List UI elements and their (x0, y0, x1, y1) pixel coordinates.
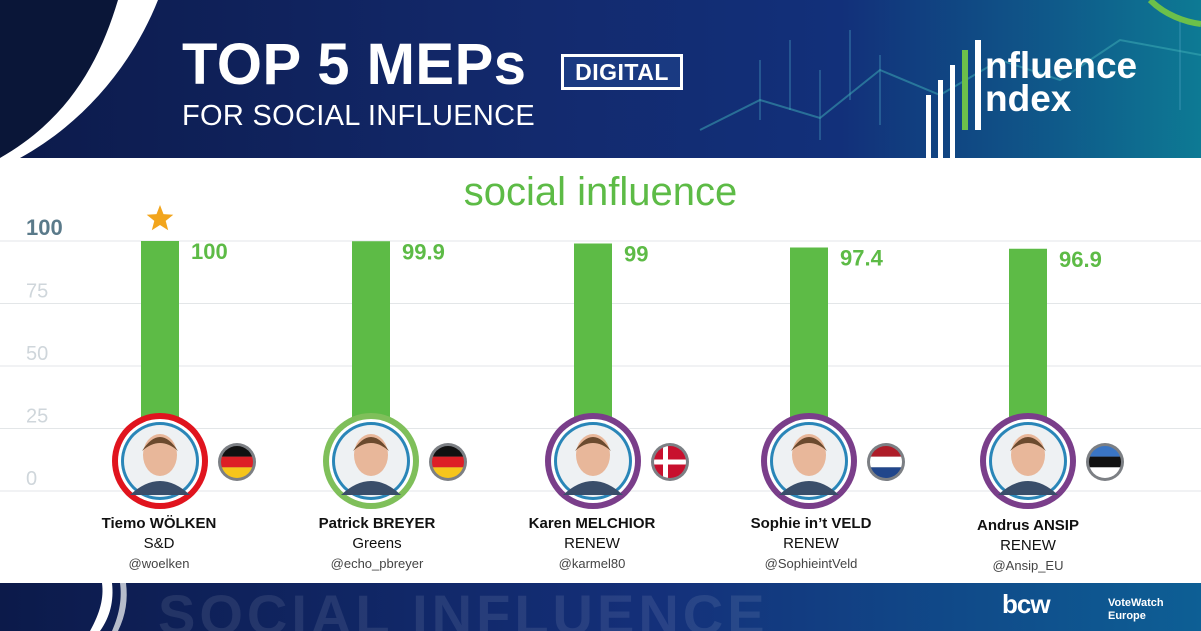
votewatch-logo: VoteWatch Europe (1108, 597, 1164, 623)
bar-chart: 0 25 50 75 100 100 99.9 99 97.4 96.9 (0, 205, 1201, 509)
avatar-hair (1010, 437, 1046, 451)
flag-stripe (870, 446, 902, 457)
header-title: TOP 5 MEPs (182, 32, 527, 97)
flag-body (221, 446, 253, 478)
avatar-shoulders (341, 481, 401, 495)
flag-cross (654, 459, 686, 465)
value-label: 96.9 (1059, 247, 1102, 272)
value-label: 97.4 (840, 246, 884, 271)
mep-card-5: Andrus ANSIP RENEW @Ansip_EU (933, 516, 1123, 576)
value-label: 99.9 (402, 239, 445, 264)
netherlands-flag-icon (867, 443, 905, 481)
flag-body (870, 446, 902, 478)
footer-banner: SOCIAL INFLUENCE bcw VoteWatch Europe (0, 583, 1201, 631)
avatar-shoulders (998, 481, 1058, 495)
mep-card-2: Patrick BREYER Greens @echo_pbreyer (282, 514, 472, 574)
flag-stripe (870, 456, 902, 468)
flag-body (432, 446, 464, 478)
mep-avatar (761, 413, 857, 509)
flag-stripe (1089, 467, 1121, 478)
bar (1009, 248, 1047, 440)
influence-index-logo-bars-icon (926, 40, 981, 158)
value-label: 99 (624, 242, 648, 267)
mep-name: Patrick BREYER (318, 515, 436, 532)
flag-stripe (221, 446, 253, 457)
flag-stripe (870, 467, 902, 478)
denmark-flag-icon (651, 443, 689, 481)
mep-handle[interactable]: @karmel80 (558, 556, 626, 571)
logo-word-index: ndex (985, 78, 1072, 119)
votewatch-logo-line1: VoteWatch (1108, 597, 1164, 609)
estonia-flag-icon (1086, 443, 1124, 481)
avatar-hair (791, 437, 827, 451)
mep-handle[interactable]: @woelken (128, 556, 190, 571)
germany-flag-icon (429, 443, 467, 481)
mep-card-4: Sophie in’t VELD RENEW @SophieintVeld (716, 514, 906, 574)
avatar-shoulders (779, 481, 839, 495)
flag-stripe (1089, 456, 1121, 468)
flag-stripe (1089, 446, 1121, 457)
logo-word-influence: nfluence (985, 45, 1138, 86)
flag-stripe (432, 456, 464, 468)
mep-name: Sophie in’t VELD (750, 515, 872, 532)
avatar-hair (142, 437, 178, 451)
mep-handle[interactable]: @SophieintVeld (764, 556, 858, 571)
bar (790, 247, 828, 440)
digital-badge: DIGITAL (561, 54, 683, 90)
bar (352, 241, 390, 440)
avatar-hair (353, 437, 389, 451)
bar (574, 243, 612, 440)
footer-watermark: SOCIAL INFLUENCE (158, 583, 769, 631)
chart-title: social influence (463, 170, 738, 214)
mep-group: Greens (352, 535, 402, 552)
mep-name: Andrus ANSIP (977, 517, 1079, 534)
mep-handle[interactable]: @Ansip_EU (992, 558, 1064, 573)
mep-handle[interactable]: @echo_pbreyer (330, 556, 424, 571)
avatar-shoulders (130, 481, 190, 495)
bcw-logo: bcw (1002, 589, 1051, 619)
mep-avatar (980, 413, 1076, 509)
mep-group: S&D (143, 535, 175, 552)
bar (141, 241, 179, 440)
mep-card-1: Tiemo WÖLKEN S&D @woelken (64, 514, 254, 574)
y-tick-label: 25 (26, 406, 48, 428)
mep-name: Karen MELCHIOR (528, 515, 656, 532)
y-tick-label: 0 (26, 468, 37, 490)
header-subtitle: FOR SOCIAL INFLUENCE (182, 100, 535, 132)
mep-group: RENEW (564, 535, 620, 552)
germany-flag-icon (218, 443, 256, 481)
y-tick-label: 50 (26, 343, 48, 365)
avatar-shoulders (563, 481, 623, 495)
value-label: 100 (191, 239, 228, 264)
header-banner: TOP 5 MEPs DIGITAL FOR SOCIAL INFLUENCE … (0, 0, 1201, 158)
mep-avatar (112, 413, 208, 509)
y-tick-label: 100 (26, 215, 63, 240)
mep-avatar (323, 413, 419, 509)
mep-name: Tiemo WÖLKEN (101, 515, 217, 532)
mep-avatar (545, 413, 641, 509)
flag-stripe (221, 467, 253, 478)
flag-stripe (432, 467, 464, 478)
mep-card-3: Karen MELCHIOR RENEW @karmel80 (497, 514, 687, 574)
avatar-hair (575, 437, 611, 451)
mep-group: RENEW (783, 535, 839, 552)
flag-body (1089, 446, 1121, 478)
flag-body (654, 446, 686, 478)
y-tick-label: 75 (26, 281, 48, 303)
flag-stripe (432, 446, 464, 457)
flag-stripe (221, 456, 253, 468)
footer-decoration (90, 583, 127, 631)
mep-group: RENEW (1000, 537, 1056, 554)
votewatch-logo-line2: Europe (1108, 610, 1146, 622)
star-icon (146, 205, 174, 231)
